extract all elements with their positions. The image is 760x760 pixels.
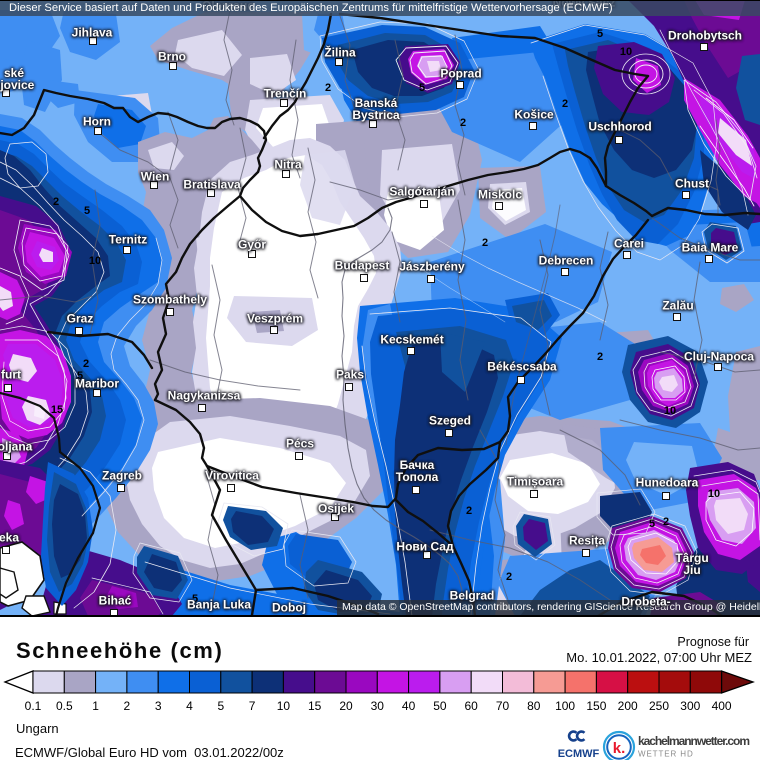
svg-text:k.: k. (613, 740, 626, 757)
svg-text:ECMWF: ECMWF (558, 748, 600, 760)
svg-text:WETTER HD: WETTER HD (638, 750, 694, 759)
svg-text:kachelmannwetter.com: kachelmannwetter.com (638, 734, 750, 748)
